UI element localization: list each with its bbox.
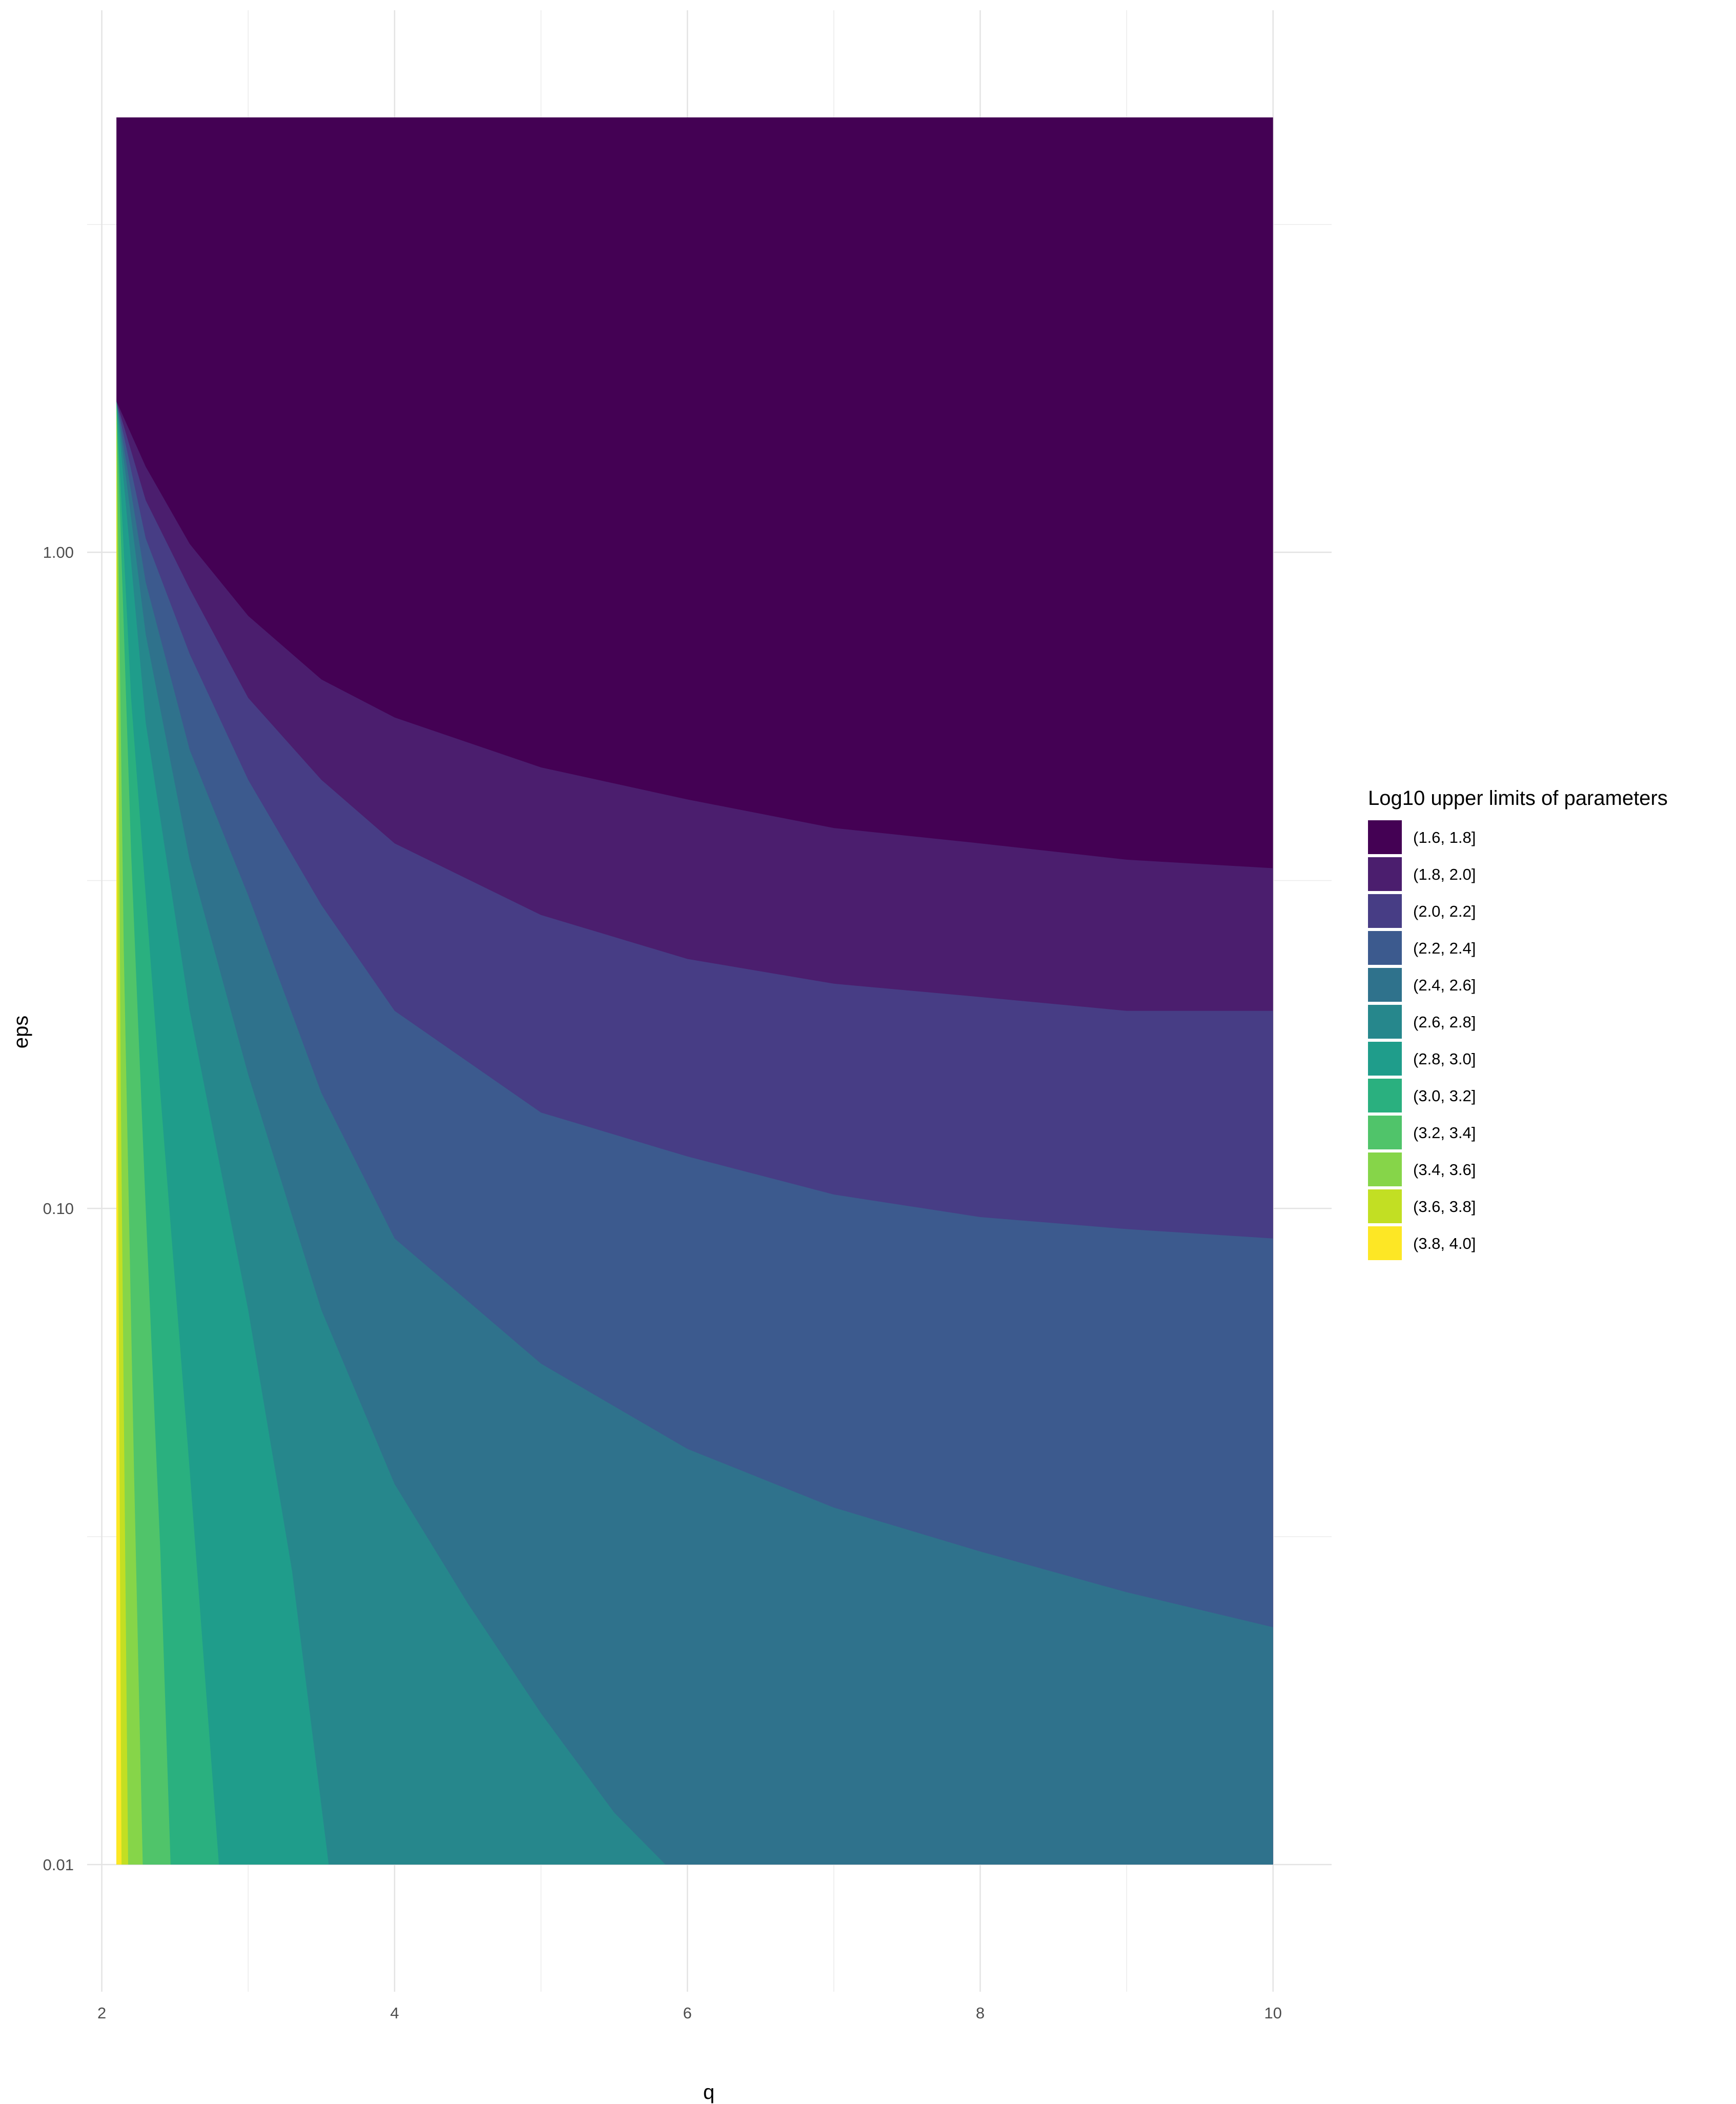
legend-key (1368, 968, 1402, 1002)
legend-key (1368, 1189, 1402, 1223)
legend-label: (1.6, 1.8] (1413, 828, 1476, 846)
legend-label: (1.8, 2.0] (1413, 865, 1476, 883)
contour-region-5 (116, 401, 1273, 1865)
axis-tick-labels: 2 4 6 8 10 0.01 0.10 1.00 (43, 543, 1282, 2022)
legend-key (1368, 857, 1402, 891)
legend-label: (2.0, 2.2] (1413, 902, 1476, 920)
legend-key (1368, 1116, 1402, 1149)
x-tick-label: 10 (1264, 2004, 1281, 2022)
legend-key (1368, 894, 1402, 928)
legend: Log10 upper limits of parameters (1.6, 1… (1368, 787, 1668, 1260)
contour-region-12 (116, 401, 122, 1865)
y-tick-label: 0.10 (43, 1200, 74, 1218)
legend-key (1368, 1079, 1402, 1112)
legend-label: (3.6, 3.8] (1413, 1198, 1476, 1216)
legend-label: (2.8, 3.0] (1413, 1050, 1476, 1068)
legend-entries: (1.6, 1.8] (1.8, 2.0] (2.0, 2.2] (2.2, 2.4]… (1368, 820, 1476, 1260)
legend-label: (3.8, 4.0] (1413, 1235, 1476, 1252)
x-tick-label: 6 (683, 2004, 692, 2022)
contour-regions (116, 117, 1273, 1865)
legend-label: (3.2, 3.4] (1413, 1124, 1476, 1142)
legend-key (1368, 1226, 1402, 1260)
legend-title: Log10 upper limits of parameters (1368, 787, 1668, 810)
x-axis-title: q (703, 2081, 714, 2103)
legend-label: (3.4, 3.6] (1413, 1161, 1476, 1179)
y-tick-label: 1.00 (43, 543, 74, 561)
legend-key (1368, 931, 1402, 965)
legend-label: (3.0, 3.2] (1413, 1087, 1476, 1105)
legend-key (1368, 1152, 1402, 1186)
y-tick-label: 0.01 (43, 1856, 74, 1874)
x-tick-label: 2 (97, 2004, 106, 2022)
legend-label: (2.4, 2.6] (1413, 976, 1476, 994)
y-axis-title: eps (10, 1016, 32, 1049)
legend-label: (2.2, 2.4] (1413, 939, 1476, 957)
legend-label: (2.6, 2.8] (1413, 1013, 1476, 1031)
x-tick-label: 8 (976, 2004, 985, 2022)
legend-key (1368, 1005, 1402, 1039)
legend-key (1368, 820, 1402, 854)
legend-key (1368, 1042, 1402, 1076)
x-tick-label: 4 (390, 2004, 399, 2022)
